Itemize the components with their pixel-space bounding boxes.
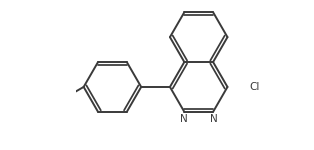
Text: N: N [180, 114, 188, 124]
Text: N: N [210, 114, 217, 124]
Text: Cl: Cl [249, 82, 259, 92]
